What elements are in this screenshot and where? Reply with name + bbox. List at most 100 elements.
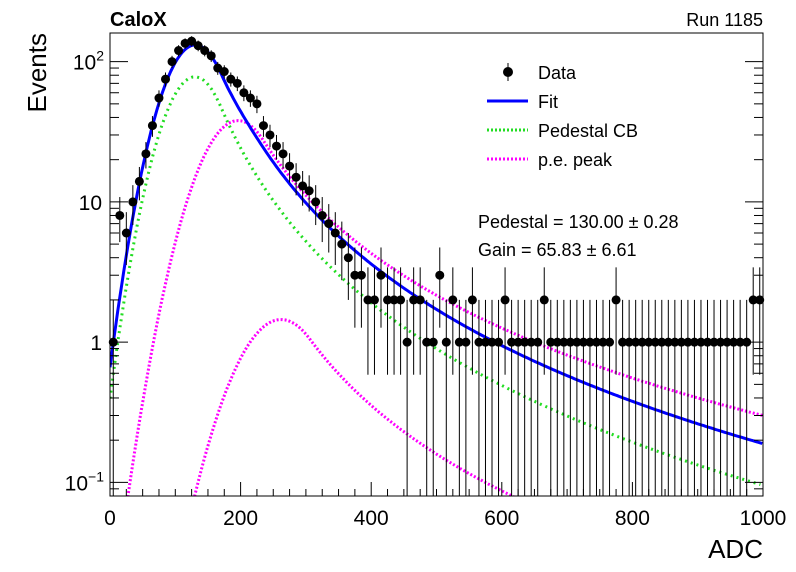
fit-annotations: Pedestal = 130.00 ± 0.28 Gain = 65.83 ± 6… (478, 212, 679, 260)
data-point (396, 267, 406, 375)
data-point (454, 299, 464, 496)
data-point (578, 299, 588, 496)
data-marker (735, 337, 745, 347)
data-marker (631, 337, 641, 347)
x-tick-label: 400 (354, 507, 389, 530)
data-point (121, 212, 131, 265)
data-marker (572, 337, 582, 347)
data-point (272, 134, 282, 160)
data-point (487, 299, 497, 496)
data-point (304, 175, 314, 212)
data-point (174, 45, 184, 57)
x-tick-label: 800 (615, 507, 650, 530)
data-point (533, 299, 543, 496)
data-point (369, 267, 379, 375)
data-point (200, 45, 210, 57)
data-point (265, 124, 275, 148)
data-point (494, 299, 504, 496)
data-point (317, 197, 327, 243)
data-point (618, 299, 628, 496)
data-point (467, 267, 477, 375)
data-marker (272, 141, 282, 151)
data-point (402, 299, 412, 496)
data-marker (219, 67, 229, 77)
data-point (311, 185, 321, 226)
data-point (585, 299, 595, 496)
data-point (435, 247, 445, 328)
data-marker (174, 46, 184, 56)
legend-label: Pedestal CB (538, 121, 638, 141)
data-marker (448, 295, 458, 305)
data-marker (232, 78, 242, 88)
data-marker (689, 337, 699, 347)
data-point (709, 299, 719, 496)
data-point (239, 85, 249, 102)
data-marker (147, 121, 157, 131)
data-point (559, 299, 569, 496)
data-point (605, 299, 615, 496)
data-point (330, 212, 340, 265)
data-point (428, 299, 438, 496)
data-point (461, 299, 471, 496)
data-point (161, 72, 171, 87)
data-marker (644, 337, 654, 347)
data-point (670, 299, 680, 496)
data-point (415, 267, 425, 375)
data-point (702, 299, 712, 496)
data-marker (226, 74, 236, 84)
data-marker (121, 228, 131, 238)
data-point (258, 116, 268, 137)
data-point (193, 40, 203, 52)
data-marker (578, 337, 588, 347)
y-axis-title: Events (22, 33, 52, 113)
legend-marker (503, 67, 513, 77)
axes: 0 200 400 600 800 1000 10−1 1 10 102 (65, 48, 787, 530)
data-marker (350, 270, 360, 280)
data-marker (702, 337, 712, 347)
data-marker (337, 239, 347, 249)
data-point (226, 72, 236, 87)
data-marker (500, 295, 510, 305)
data-point (141, 142, 151, 169)
data-marker (383, 295, 393, 305)
data-point (147, 116, 157, 137)
data-marker (591, 337, 601, 347)
data-marker (206, 51, 216, 61)
data-point (245, 90, 255, 107)
data-marker (134, 176, 144, 186)
data-point (356, 247, 366, 328)
data-point (689, 299, 699, 496)
x-tick-label: 200 (223, 507, 258, 530)
data-point (631, 299, 641, 496)
data-point (219, 65, 229, 79)
data-marker (624, 337, 634, 347)
x-tick-label: 0 (104, 507, 116, 530)
data-marker (474, 337, 484, 347)
y-tick-label: 102 (73, 48, 104, 75)
data-marker (324, 219, 334, 229)
legend-entry: Data (503, 63, 577, 83)
legend-entry: p.e. peak (487, 150, 613, 170)
data-marker (546, 337, 556, 347)
data-marker (716, 337, 726, 347)
data-point (324, 204, 334, 253)
data-marker (441, 337, 451, 347)
data-marker (552, 337, 562, 347)
data-point (683, 299, 693, 496)
data-marker (285, 161, 295, 171)
data-point (376, 247, 386, 328)
data-marker (187, 36, 197, 46)
data-point (337, 221, 347, 281)
data-point (500, 267, 510, 375)
data-marker (356, 270, 366, 280)
data-marker (507, 337, 517, 347)
y-tick-label: 10−1 (65, 468, 105, 495)
legend-entry: Pedestal CB (487, 121, 638, 141)
data-point (285, 153, 295, 183)
data-point (343, 233, 353, 300)
data-point (480, 299, 490, 496)
data-point (663, 299, 673, 496)
data-marker (376, 270, 386, 280)
data-marker (245, 93, 255, 103)
